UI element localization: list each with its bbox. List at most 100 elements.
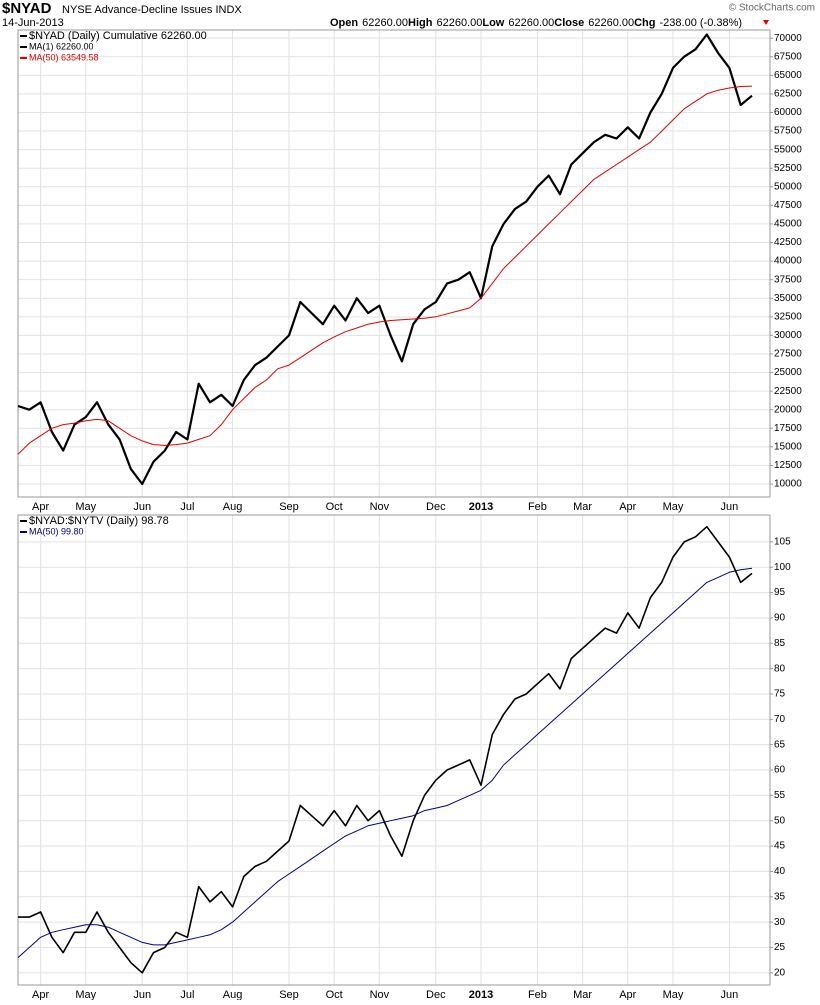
y-tick-label: 57500: [774, 126, 802, 137]
quote-label: Open: [330, 17, 358, 29]
y-tick-label: 45000: [774, 219, 802, 230]
x-tick-label: Apr: [619, 501, 636, 513]
series-line: [17, 567, 753, 958]
x-tick-label: Aug: [223, 989, 243, 1000]
y-tick-label: 50000: [774, 181, 802, 192]
series-line: [18, 525, 753, 974]
y-tick-label: 10000: [774, 479, 802, 490]
y-tick-label: 25: [774, 942, 786, 953]
y-tick-label: 70: [774, 714, 786, 725]
y-tick-label: 42500: [774, 237, 802, 248]
x-tick-label: Jun: [133, 989, 151, 1000]
x-tick-label: Nov: [370, 501, 390, 513]
y-tick-label: 15000: [774, 441, 802, 452]
legend-label: $NYAD (Daily) Cumulative 62260.00: [29, 30, 207, 42]
series-line: [17, 33, 753, 486]
y-tick-label: 60: [774, 765, 786, 776]
x-tick-label: Sep: [279, 501, 299, 513]
quote-text: Open 62260.00High 62260.00Low 62260.00Close…: [330, 17, 742, 29]
x-tick-label: Jun: [133, 501, 151, 513]
x-tick-label: Jul: [180, 989, 194, 1000]
y-tick-label: 105: [774, 537, 791, 548]
x-tick-label: Dec: [426, 989, 446, 1000]
x-tick-label: Mar: [573, 501, 592, 513]
y-tick-label: 32500: [774, 311, 802, 322]
y-tick-label: 30000: [774, 330, 802, 341]
legend-label: MA(50) 99.80: [29, 526, 84, 536]
x-tick-label: Oct: [326, 501, 343, 513]
y-tick-label: 52500: [774, 163, 802, 174]
x-tick-label: May: [75, 989, 96, 1000]
y-tick-label: 67500: [774, 51, 802, 62]
y-tick-label: 12500: [774, 460, 802, 471]
date: 14-Jun-2013: [2, 17, 64, 29]
y-tick-label: 40000: [774, 256, 802, 267]
x-tick-label: Jun: [721, 989, 739, 1000]
y-tick-label: 100: [774, 562, 791, 573]
quote-value: 62260.00: [436, 17, 482, 29]
y-tick-label: 85: [774, 638, 786, 649]
x-tick-label: 2013: [469, 501, 493, 513]
quote-value: -238.00 (-0.38%): [660, 17, 743, 29]
quote-value: 62260.00: [362, 17, 408, 29]
x-tick-label: Oct: [326, 989, 343, 1000]
y-tick-label: 22500: [774, 386, 802, 397]
index-name: NYSE Advance-Decline Issues INDX: [62, 4, 242, 16]
x-tick-label: Sep: [279, 989, 299, 1000]
x-tick-label: Jul: [180, 501, 194, 513]
y-tick-label: 55000: [774, 144, 802, 155]
x-tick-label: Apr: [32, 989, 49, 1000]
x-tick-label: May: [663, 989, 684, 1000]
copyright: © StockCharts.com: [729, 3, 815, 14]
y-tick-label: 70000: [774, 33, 802, 44]
plot-area: [17, 514, 771, 986]
x-tick-label: 2013: [469, 989, 493, 1000]
y-tick-label: 35000: [774, 293, 802, 304]
quote-value: 62260.00: [588, 17, 634, 29]
y-tick-label: 45: [774, 841, 786, 852]
x-tick-label: Feb: [528, 501, 547, 513]
y-tick-label: 20: [774, 967, 786, 978]
y-tick-label: 65: [774, 739, 786, 750]
plot-border: [17, 514, 771, 986]
y-tick-label: 90: [774, 613, 786, 624]
y-tick-label: 20000: [774, 404, 802, 415]
x-tick-label: Feb: [528, 989, 547, 1000]
series-line: [17, 85, 753, 455]
y-tick-label: 80: [774, 663, 786, 674]
y-tick-label: 65000: [774, 70, 802, 81]
plot-border: [17, 29, 771, 498]
y-tick-label: 60000: [774, 107, 802, 118]
x-tick-label: May: [75, 501, 96, 513]
quote-label: Low: [482, 17, 504, 29]
y-tick-label: 47500: [774, 200, 802, 211]
quote-value: 62260.00: [508, 17, 554, 29]
y-tick-label: 27500: [774, 349, 802, 360]
x-tick-label: Dec: [426, 501, 446, 513]
quote-label: Chg: [634, 17, 655, 29]
x-tick-label: Mar: [573, 989, 592, 1000]
y-tick-label: 50: [774, 815, 786, 826]
y-tick-label: 37500: [774, 274, 802, 285]
legend-label: MA(1) 62260.00: [29, 41, 94, 51]
x-tick-label: Apr: [32, 501, 49, 513]
quote-label: High: [408, 17, 433, 29]
x-tick-label: Jun: [721, 501, 739, 513]
y-tick-label: 55: [774, 790, 786, 801]
symbol: $NYAD: [2, 0, 52, 17]
x-tick-label: Nov: [370, 989, 390, 1000]
legend-label: $NYAD:$NYTV (Daily) 98.78: [29, 515, 169, 527]
y-tick-label: 62500: [774, 89, 802, 100]
y-tick-label: 17500: [774, 423, 802, 434]
quote-label: Close: [554, 17, 584, 29]
x-tick-label: May: [663, 501, 684, 513]
quote: Open 62260.00High 62260.00Low 62260.00Close…: [330, 17, 742, 29]
plot-area: [17, 29, 771, 498]
y-tick-label: 40: [774, 866, 786, 877]
y-tick-label: 95: [774, 587, 786, 598]
y-tick-label: 75: [774, 689, 786, 700]
y-tick-label: 35: [774, 891, 786, 902]
x-tick-label: Aug: [223, 501, 243, 513]
legend-label: MA(50) 63549.58: [29, 52, 99, 62]
